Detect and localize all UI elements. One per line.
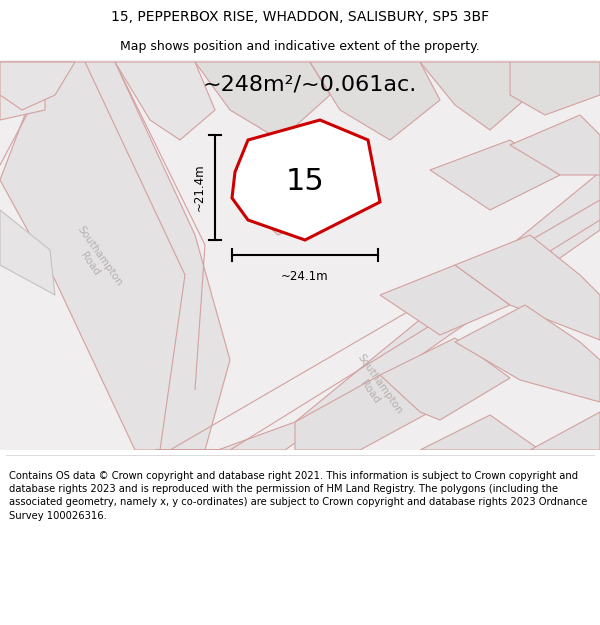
Polygon shape (430, 140, 560, 210)
Text: 15, PEPPERBOX RISE, WHADDON, SALISBURY, SP5 3BF: 15, PEPPERBOX RISE, WHADDON, SALISBURY, … (111, 10, 489, 24)
Polygon shape (380, 265, 510, 335)
Polygon shape (240, 180, 325, 235)
Polygon shape (380, 338, 510, 420)
Polygon shape (420, 415, 540, 450)
Polygon shape (195, 62, 330, 140)
Text: Contains OS data © Crown copyright and database right 2021. This information is : Contains OS data © Crown copyright and d… (9, 471, 587, 521)
Polygon shape (310, 62, 440, 140)
Text: ~21.4m: ~21.4m (193, 164, 205, 211)
Text: 15: 15 (286, 168, 325, 196)
Polygon shape (455, 235, 600, 340)
Polygon shape (530, 412, 600, 450)
Polygon shape (510, 62, 600, 115)
Polygon shape (510, 115, 600, 175)
Polygon shape (420, 62, 530, 130)
Polygon shape (455, 305, 600, 402)
Polygon shape (155, 172, 600, 450)
Polygon shape (0, 62, 230, 450)
Polygon shape (0, 62, 45, 120)
Polygon shape (0, 62, 75, 110)
Text: Southampton
Road: Southampton Road (65, 224, 124, 296)
Text: ~248m²/~0.061ac.: ~248m²/~0.061ac. (203, 75, 417, 95)
Text: ~24.1m: ~24.1m (281, 270, 329, 283)
Polygon shape (115, 62, 215, 140)
Text: Map shows position and indicative extent of the property.: Map shows position and indicative extent… (120, 40, 480, 53)
Polygon shape (0, 210, 55, 295)
Polygon shape (232, 120, 380, 240)
Polygon shape (295, 375, 430, 450)
Text: Southampton
Road: Southampton Road (346, 352, 404, 423)
